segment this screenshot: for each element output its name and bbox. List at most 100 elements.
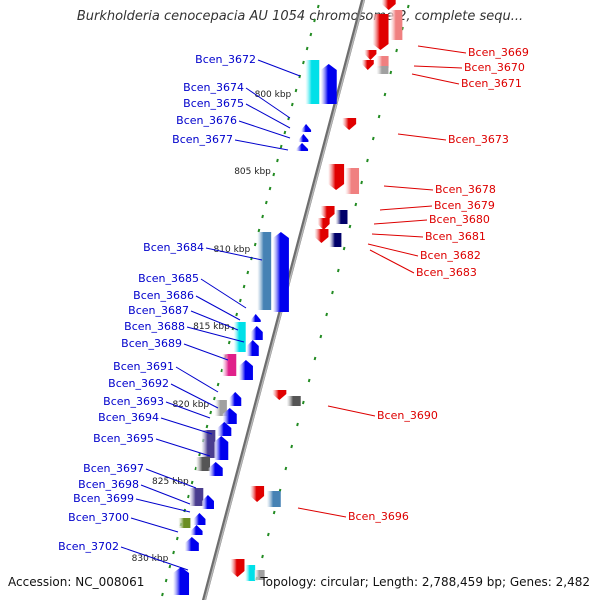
inner-tick-mark bbox=[316, 4, 320, 9]
forward-gene-feature bbox=[229, 392, 242, 406]
outer-tick-mark bbox=[266, 532, 270, 537]
reverse-label-leader bbox=[327, 405, 376, 417]
inner-tick-mark bbox=[309, 32, 313, 37]
outer-tick-mark bbox=[366, 158, 369, 163]
forward-gene-feature bbox=[305, 60, 320, 104]
reverse-gene-feature bbox=[320, 206, 335, 220]
reverse-label-leader bbox=[369, 249, 415, 274]
reverse-gene-feature bbox=[335, 210, 348, 224]
scale-label: 820 kbp bbox=[172, 400, 209, 410]
forward-gene-label: Bcen_3695 bbox=[93, 432, 154, 445]
forward-label-leader bbox=[160, 417, 213, 435]
forward-gene-feature bbox=[201, 495, 214, 509]
reverse-gene-label: Bcen_3696 bbox=[348, 510, 409, 523]
outer-tick-mark bbox=[383, 92, 387, 97]
inner-tick-mark bbox=[161, 592, 164, 597]
inner-tick-mark bbox=[216, 382, 220, 387]
inner-tick-mark bbox=[242, 284, 246, 289]
forward-gene-feature bbox=[208, 462, 223, 476]
forward-gene-feature bbox=[189, 488, 204, 506]
forward-gene-feature bbox=[238, 360, 253, 380]
inner-tick-mark bbox=[198, 452, 201, 457]
forward-label-leader bbox=[245, 103, 291, 129]
inner-tick-mark bbox=[290, 102, 294, 107]
inner-tick-mark bbox=[213, 396, 216, 401]
forward-gene-label: Bcen_3688 bbox=[124, 320, 185, 333]
reverse-gene-feature bbox=[250, 486, 265, 502]
forward-gene-feature bbox=[233, 322, 246, 352]
outer-tick-mark bbox=[371, 136, 375, 141]
forward-gene-feature bbox=[173, 567, 190, 595]
forward-gene-feature bbox=[222, 408, 237, 424]
reverse-gene-feature bbox=[328, 164, 345, 190]
outer-tick-mark bbox=[313, 356, 317, 361]
inner-tick-mark bbox=[257, 228, 261, 233]
reverse-gene-label: Bcen_3671 bbox=[461, 77, 522, 90]
forward-gene-label: Bcen_3697 bbox=[83, 462, 144, 475]
reverse-gene-feature bbox=[376, 56, 389, 68]
inner-tick-mark bbox=[239, 298, 242, 303]
scale-label: 800 kbp bbox=[255, 90, 292, 100]
outer-tick-mark bbox=[301, 400, 305, 405]
reverse-gene-label: Bcen_3681 bbox=[425, 230, 486, 243]
outer-tick-mark bbox=[290, 444, 294, 449]
inner-tick-mark bbox=[276, 158, 279, 163]
inner-tick-mark bbox=[294, 88, 298, 93]
inner-tick-mark bbox=[305, 46, 309, 51]
outer-tick-mark bbox=[395, 48, 398, 53]
reverse-label-leader bbox=[371, 233, 424, 238]
forward-gene-label: Bcen_3672 bbox=[195, 53, 256, 66]
inner-tick-mark bbox=[272, 172, 276, 177]
forward-label-leader bbox=[135, 498, 191, 513]
forward-label-leader bbox=[186, 326, 245, 343]
reverse-gene-label: Bcen_3673 bbox=[448, 133, 509, 146]
forward-label-leader bbox=[238, 120, 291, 139]
forward-gene-feature bbox=[272, 232, 289, 312]
forward-gene-feature bbox=[296, 143, 309, 151]
outer-tick-mark bbox=[342, 246, 346, 251]
inner-tick-mark bbox=[264, 200, 268, 205]
forward-gene-label: Bcen_3685 bbox=[138, 272, 199, 285]
forward-gene-feature bbox=[298, 134, 309, 142]
forward-gene-feature bbox=[257, 232, 272, 310]
outer-tick-mark bbox=[331, 290, 334, 295]
forward-gene-label: Bcen_3674 bbox=[183, 81, 244, 94]
outer-tick-mark bbox=[377, 114, 381, 119]
reverse-gene-feature bbox=[381, 0, 396, 10]
scale-label: 825 kbp bbox=[152, 477, 189, 487]
outer-tick-mark bbox=[325, 312, 329, 317]
forward-gene-feature bbox=[222, 354, 237, 376]
reverse-label-leader bbox=[373, 219, 428, 225]
forward-label-leader bbox=[257, 59, 301, 77]
scale-label: 815 kbp bbox=[193, 322, 230, 332]
inner-tick-mark bbox=[246, 270, 250, 275]
forward-gene-label: Bcen_3694 bbox=[98, 411, 159, 424]
reverse-gene-feature bbox=[272, 390, 287, 400]
forward-label-leader bbox=[190, 310, 239, 331]
inner-tick-mark bbox=[283, 130, 287, 135]
forward-label-leader bbox=[145, 468, 197, 489]
reverse-gene-feature bbox=[376, 66, 389, 74]
inner-tick-mark bbox=[164, 578, 168, 583]
forward-gene-label: Bcen_3686 bbox=[133, 289, 194, 302]
reverse-gene-label: Bcen_3680 bbox=[429, 213, 490, 226]
inner-tick-mark bbox=[253, 242, 257, 247]
reverse-gene-label: Bcen_3690 bbox=[377, 409, 438, 422]
outer-tick-mark bbox=[261, 554, 264, 559]
forward-gene-label: Bcen_3689 bbox=[121, 337, 182, 350]
reverse-gene-label: Bcen_3683 bbox=[416, 266, 477, 279]
forward-label-leader bbox=[234, 139, 289, 151]
forward-label-leader bbox=[140, 484, 191, 505]
inner-tick-mark bbox=[313, 18, 316, 23]
forward-label-leader bbox=[183, 343, 229, 361]
forward-label-leader bbox=[195, 295, 241, 321]
reverse-gene-label: Bcen_3678 bbox=[435, 183, 496, 196]
forward-gene-label: Bcen_3693 bbox=[103, 395, 164, 408]
forward-label-leader bbox=[175, 366, 219, 393]
forward-gene-label: Bcen_3684 bbox=[143, 241, 204, 254]
forward-gene-feature bbox=[193, 513, 206, 525]
reverse-gene-label: Bcen_3682 bbox=[420, 249, 481, 262]
forward-gene-feature bbox=[217, 422, 232, 436]
inner-tick-mark bbox=[227, 340, 231, 345]
